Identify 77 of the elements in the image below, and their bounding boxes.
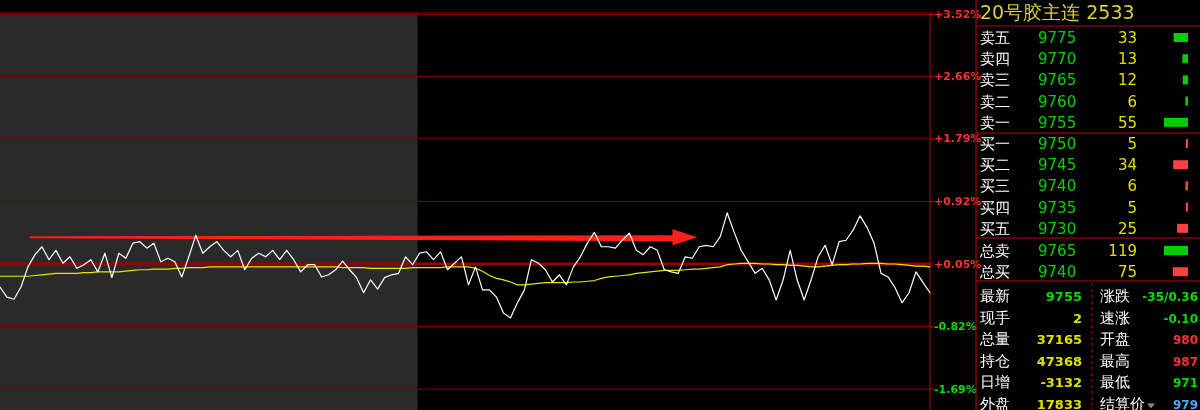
data-label: 75: [1117, 263, 1137, 282]
text: 现手: [980, 308, 1010, 327]
y-tick-label: -1.69%: [934, 382, 977, 396]
y-tick-label: 总卖: [979, 242, 1010, 260]
y-tick-label: 卖四: [980, 50, 1010, 69]
text: 日增: [980, 373, 1010, 391]
y-tick-label: +0.92%: [934, 194, 982, 208]
y-tick-label: 卖五: [980, 29, 1010, 47]
text: 979: [1172, 397, 1198, 410]
bar: [1177, 223, 1188, 233]
text: 外盘: [980, 394, 1010, 410]
text: 最高: [1100, 351, 1130, 370]
data-label: 55: [1117, 113, 1137, 132]
text: -0.10: [1163, 311, 1198, 326]
y-tick-label: 买三: [980, 177, 1010, 196]
y-tick-label: +3.52%: [934, 7, 982, 21]
text: 47368: [1036, 353, 1082, 369]
text: 9735: [1038, 198, 1077, 217]
text: -35/0.36: [1142, 290, 1198, 304]
data-label: 12: [1117, 71, 1137, 90]
data-label: 5: [1127, 135, 1137, 153]
text: 持仓: [980, 351, 1010, 370]
data-label: 6: [1127, 177, 1137, 196]
text: 结算价: [1100, 394, 1145, 410]
text: 总量: [979, 330, 1010, 348]
data-label: 33: [1117, 29, 1137, 47]
line-series: [0, 212, 931, 319]
bar: [1185, 181, 1188, 191]
text: 980: [1172, 333, 1198, 347]
text: 9755: [1045, 289, 1082, 304]
text: 9745: [1038, 156, 1077, 175]
data-label: 34: [1117, 156, 1137, 175]
text: 9750: [1038, 135, 1077, 153]
text: 最低: [1100, 373, 1130, 391]
data-label: 6: [1127, 92, 1137, 111]
y-tick-label: 买二: [980, 156, 1010, 175]
y-tick-label: 买四: [980, 198, 1010, 217]
text: 9740: [1038, 263, 1077, 282]
data-label: 25: [1117, 219, 1137, 238]
text: 17833: [1036, 396, 1082, 410]
y-tick-label: 买一: [980, 135, 1010, 153]
text: 最新: [980, 287, 1010, 305]
data-label: 5: [1127, 198, 1137, 217]
bar: [1185, 202, 1188, 212]
text: 37165: [1036, 332, 1082, 347]
line-series: [0, 262, 931, 286]
bar: [1182, 75, 1188, 85]
bar: [1164, 117, 1188, 127]
y-tick-label: 卖一: [980, 113, 1010, 132]
text: 987: [1172, 354, 1198, 369]
text: -3132: [1040, 375, 1082, 390]
text: 9765: [1038, 242, 1077, 260]
y-tick-label: +0.05%: [934, 257, 982, 271]
text: 9760: [1038, 92, 1077, 111]
bar: [1173, 160, 1188, 170]
text: 2: [1072, 310, 1082, 326]
bar: [1173, 33, 1188, 42]
data-label: 119: [1108, 242, 1137, 260]
text: 涨跌: [1100, 287, 1130, 305]
data-label: 13: [1117, 50, 1137, 69]
text: 9775: [1038, 29, 1077, 47]
text: 速涨: [1100, 308, 1130, 327]
y-tick-label: 卖三: [980, 71, 1010, 90]
bar: [1185, 96, 1188, 106]
bar: [1182, 54, 1188, 64]
text: 9770: [1038, 50, 1077, 69]
text: 开盘: [1100, 330, 1130, 348]
y-tick-label: -0.82%: [934, 320, 977, 334]
text: 9730: [1038, 219, 1077, 238]
text: 971: [1172, 376, 1198, 390]
text: 9740: [1038, 177, 1077, 196]
y-tick-label: 买五: [980, 219, 1010, 238]
bar: [1185, 139, 1188, 148]
text: 9755: [1038, 113, 1077, 132]
y-tick-label: 卖二: [980, 92, 1010, 111]
text: 9765: [1038, 71, 1077, 90]
chart-title: 20号胶主连 2533: [980, 1, 1135, 23]
